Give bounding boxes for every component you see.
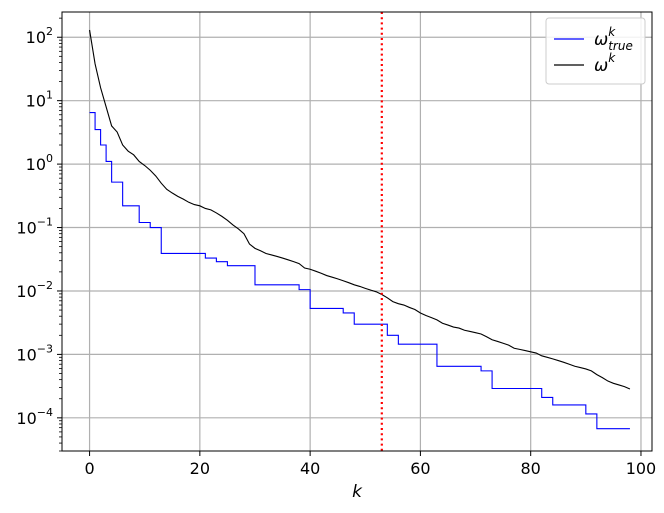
y-tick-label-exponent: 0	[46, 152, 53, 165]
y-tick-label-base: 10	[16, 219, 36, 238]
y-tick-label-exponent: −1	[37, 216, 53, 229]
y-tick-label-base: 10	[16, 282, 36, 301]
series-line-0	[89, 111, 630, 430]
y-tick-label-base: 10	[16, 409, 36, 428]
legend-label: ωk true	[594, 25, 633, 53]
y-tick-label-base: 10	[26, 155, 46, 174]
y-tick-label-base: 10	[16, 345, 36, 364]
y-tick-label-base: 10	[26, 92, 46, 111]
x-tick-label: 20	[190, 459, 210, 478]
x-tick-label: 100	[626, 459, 657, 478]
y-tick-label: 100	[26, 152, 53, 174]
legend-label-sup: k	[608, 51, 616, 65]
y-tick-label: 101	[26, 89, 53, 111]
x-axis-label: k	[352, 482, 363, 502]
plot-frame	[61, 11, 653, 452]
legend-label-base: ω	[594, 30, 608, 50]
series-line-1	[89, 29, 631, 390]
legend-label-base: ω	[594, 56, 608, 76]
legend-box	[545, 17, 646, 85]
y-tick-label: 10−2	[16, 279, 53, 301]
y-tick-label-exponent: 2	[46, 25, 53, 38]
y-tick-label: 10−3	[16, 342, 53, 364]
legend-label: ωk	[594, 51, 616, 76]
y-tick-label-exponent: −4	[37, 406, 53, 419]
y-tick-label: 10−4	[16, 406, 53, 428]
y-tick-label-exponent: 1	[46, 89, 53, 102]
y-tick-label-exponent: −3	[37, 342, 53, 355]
grid	[62, 12, 652, 451]
y-tick-label: 102	[26, 25, 53, 47]
x-tick-label: 80	[521, 459, 541, 478]
series-group	[89, 29, 631, 430]
y-tick-label-base: 10	[26, 28, 46, 47]
x-tick-label: 40	[300, 459, 320, 478]
y-tick-label-exponent: −2	[37, 279, 53, 292]
legend-label-sub: true	[608, 39, 633, 53]
legend-label-sup: k	[608, 25, 616, 39]
x-tick-label: 0	[84, 459, 94, 478]
x-tick-label: 60	[410, 459, 430, 478]
y-tick-label: 10−1	[16, 216, 53, 238]
